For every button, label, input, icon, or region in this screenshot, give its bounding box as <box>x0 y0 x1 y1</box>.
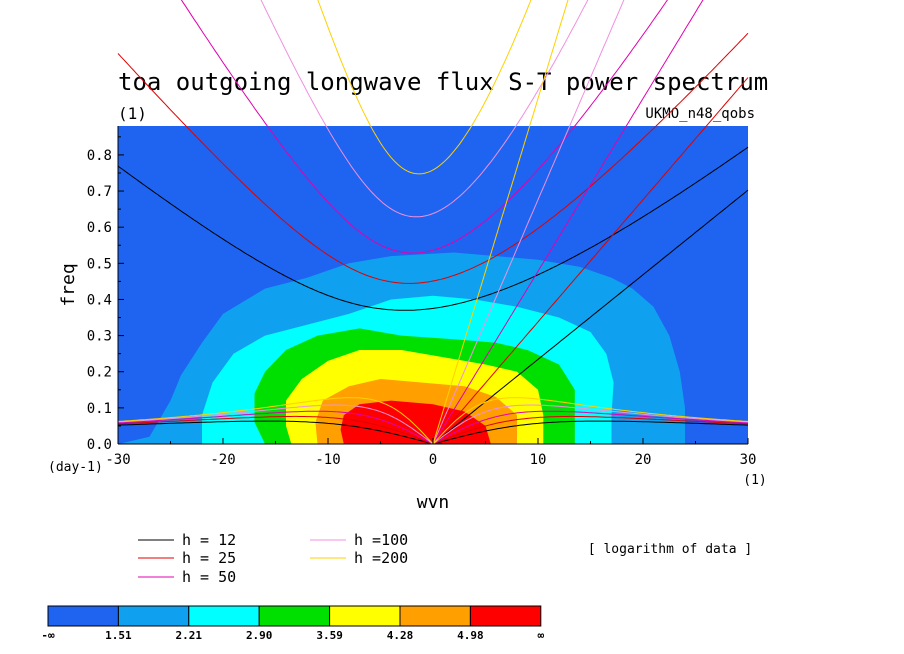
colorbar-swatch <box>117 605 190 627</box>
dispersion-curves <box>117 0 749 444</box>
dispersion-h12-rossby <box>117 420 749 444</box>
x-tick-label: -30 <box>105 452 130 468</box>
x-tick-label: 0 <box>429 452 437 468</box>
y-tick-label: 0.3 <box>87 329 112 345</box>
legend-label-h12: h = 12 <box>182 531 236 549</box>
colorbar-label: -∞ <box>41 629 55 642</box>
dispersion-h25-rossby <box>117 415 749 444</box>
y-tick-label: 0.6 <box>87 220 112 236</box>
colorbar-swatch <box>469 605 542 627</box>
dispersion-h50-rossby <box>117 410 749 444</box>
source-label: UKMO_n48_qobs <box>645 106 755 122</box>
colorbar-swatch <box>258 605 331 627</box>
colorbar: -∞ 1.51 2.21 2.90 3.59 4.28 4.98 ∞ <box>41 605 544 642</box>
dispersion-h100-ig <box>260 0 589 218</box>
colorbar-label: 1.51 <box>105 629 132 642</box>
colorbar-swatch <box>329 605 401 627</box>
axes: -30 -20 -10 0 10 20 30 0.0 0.1 0.2 0.3 0.4 0.5 0.6 0.7… <box>87 126 757 468</box>
x-tick-label: 20 <box>635 452 652 468</box>
y-tick-label: 0.7 <box>87 184 112 200</box>
data-note: [ logarithm of data ] <box>588 542 752 557</box>
y-tick-label: 0.8 <box>87 148 112 164</box>
y-tick-label: 0.0 <box>87 437 112 453</box>
y-tick-label: 0.4 <box>87 292 112 308</box>
dispersion-h200-rossby <box>117 397 749 444</box>
chart-subtitle: (1) <box>118 104 147 123</box>
legend-label-h25: h = 25 <box>182 549 236 567</box>
contour-fills <box>118 126 748 444</box>
colorbar-label: 2.21 <box>176 629 203 642</box>
x-axis-label: wvn <box>417 492 450 513</box>
colorbar-label: ∞ <box>537 629 544 642</box>
dispersion-h100-kelvin <box>432 0 625 444</box>
dispersion-h25-ig <box>117 32 749 284</box>
y-tick-label: 0.2 <box>87 365 112 381</box>
colorbar-label: 4.28 <box>387 629 414 642</box>
x-unit-label: (1) <box>743 473 766 488</box>
dispersion-h50-ig <box>180 0 668 254</box>
dispersion-h50-kelvin <box>432 0 704 444</box>
dispersion-h100-rossby <box>117 404 749 444</box>
legend-label-h50: h = 50 <box>182 568 236 586</box>
x-tick-label: -20 <box>210 452 235 468</box>
dispersion-h200-ig <box>317 0 532 175</box>
legend-label-h200: h =200 <box>354 549 408 567</box>
y-tick-label: 0.5 <box>87 256 112 272</box>
dispersion-h12-ig <box>117 146 749 311</box>
y-axis-label: freq <box>58 263 79 306</box>
chart-title: toa outgoing longwave flux S-T power spe… <box>118 68 768 96</box>
dispersion-h200-kelvin <box>432 0 569 444</box>
y-unit-label: (day-1) <box>48 460 103 475</box>
colorbar-label: 2.90 <box>246 629 273 642</box>
x-tick-label: 30 <box>740 452 757 468</box>
x-tick-label: 10 <box>530 452 547 468</box>
legend-label-h100: h =100 <box>354 531 408 549</box>
colorbar-swatch <box>399 605 471 627</box>
dispersion-h25-kelvin <box>432 77 749 444</box>
colorbar-label: 3.59 <box>316 629 343 642</box>
colorbar-label: 4.98 <box>457 629 484 642</box>
colorbar-swatch <box>188 605 260 627</box>
x-tick-label: -10 <box>315 452 340 468</box>
y-tick-label: 0.1 <box>87 401 112 417</box>
colorbar-swatch <box>47 605 119 627</box>
